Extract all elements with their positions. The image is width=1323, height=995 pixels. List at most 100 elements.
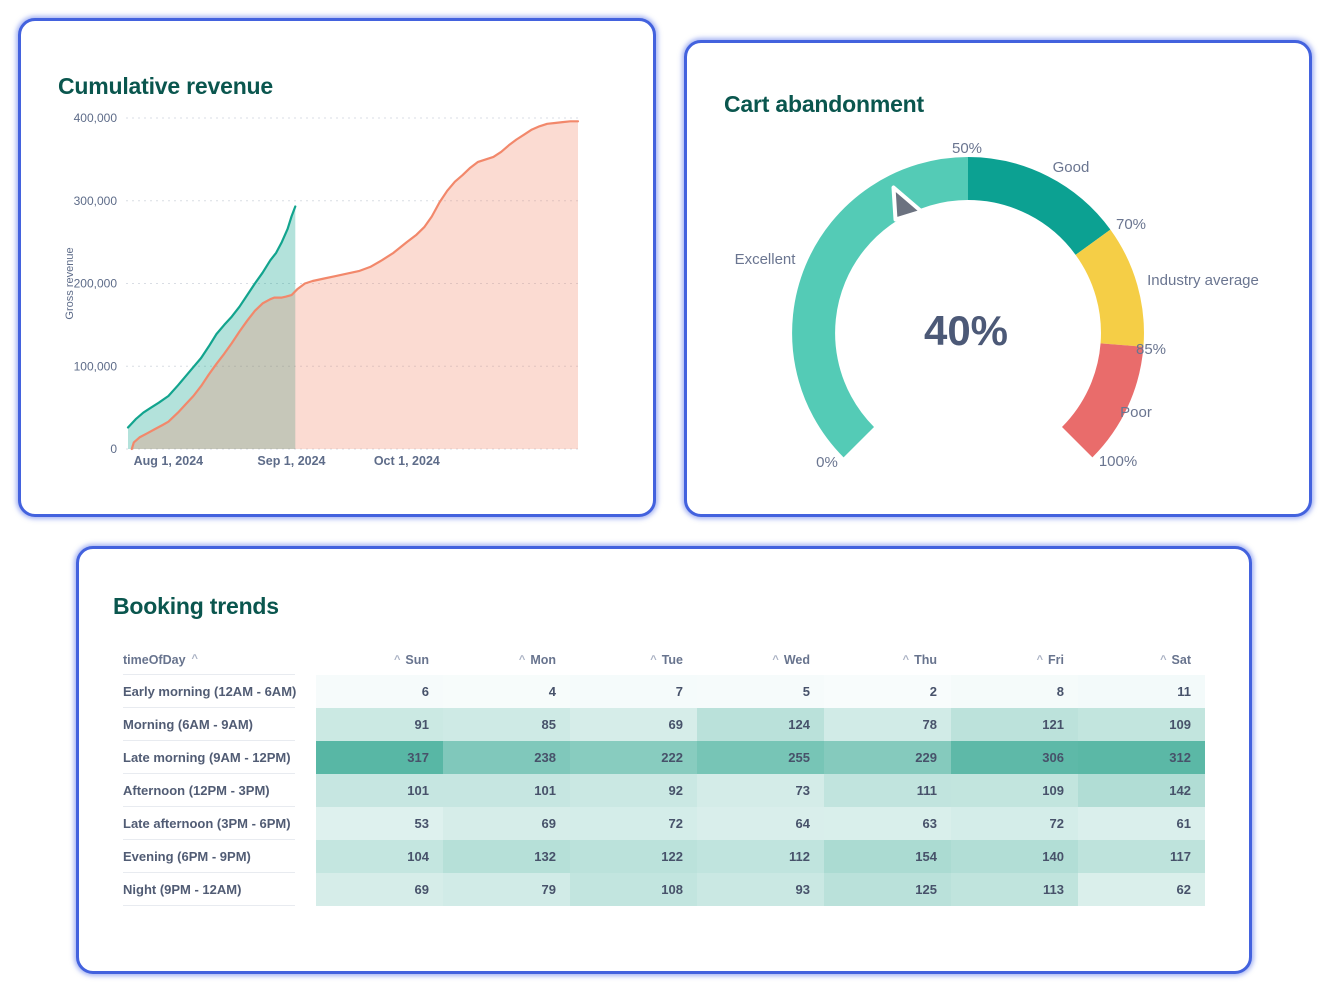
y-axis-tick-label: 300,000: [74, 194, 118, 208]
heatmap-cell: 229: [824, 741, 951, 774]
column-header-timeofday[interactable]: timeOfDay ^: [123, 645, 295, 675]
column-header-label: Fri: [1048, 653, 1064, 667]
gauge-segment-label: Good: [1053, 159, 1090, 176]
cumulative-revenue-title: Cumulative revenue: [58, 73, 273, 99]
gauge-segment-label: Poor: [1120, 404, 1152, 421]
sort-caret-icon: ^: [1160, 653, 1167, 666]
gauge-tick-label: 70%: [1116, 216, 1146, 233]
row-label: Evening (6PM - 9PM): [123, 840, 295, 873]
x-axis-tick-label: Sep 1, 2024: [257, 454, 325, 468]
row-label: Late morning (9AM - 12PM): [123, 741, 295, 774]
column-gap: [295, 807, 316, 840]
column-gap: [295, 645, 316, 675]
gauge-needle-icon: [891, 185, 924, 222]
heatmap-cell: 104: [316, 840, 443, 873]
x-axis-tick-label: Aug 1, 2024: [134, 454, 204, 468]
y-axis-tick-label: 100,000: [74, 359, 118, 373]
heatmap-cell: 62: [1078, 873, 1205, 906]
row-label: Late afternoon (3PM - 6PM): [123, 807, 295, 840]
heatmap-cell: 63: [824, 807, 951, 840]
column-header-sun[interactable]: ^ Sun: [316, 645, 443, 675]
row-label: Afternoon (12PM - 3PM): [123, 774, 295, 807]
table-row: Morning (6AM - 9AM) 91 85 69 124 78 121 109: [123, 708, 1205, 741]
column-gap: [295, 708, 316, 741]
heatmap-cell: 69: [316, 873, 443, 906]
gauge-segment-poor: [1061, 342, 1144, 458]
sort-caret-icon: ^: [650, 653, 657, 666]
x-axis-tick-label: Oct 1, 2024: [374, 454, 440, 468]
cumulative-revenue-chart: 0 100,000 200,000 300,000 400,000 Gross reven…: [64, 111, 580, 468]
column-header-label: Mon: [530, 653, 556, 667]
heatmap-cell: 85: [443, 708, 570, 741]
heatmap-cell: 122: [570, 840, 697, 873]
heatmap-cell: 7: [570, 675, 697, 708]
heatmap-cell: 117: [1078, 840, 1205, 873]
gauge-tick-label: 50%: [952, 140, 982, 157]
column-header-wed[interactable]: ^ Wed: [697, 645, 824, 675]
table-row: Afternoon (12PM - 3PM) 101 101 92 73 111 109 14…: [123, 774, 1205, 807]
y-axis-tick-label: 200,000: [74, 277, 118, 291]
heatmap-cell: 132: [443, 840, 570, 873]
y-axis-tick-label: 0: [110, 442, 117, 456]
heatmap-cell: 112: [697, 840, 824, 873]
column-gap: [295, 774, 316, 807]
area-series-1-line: [126, 205, 297, 429]
column-header-sat[interactable]: ^ Sat: [1078, 645, 1205, 675]
column-header-label: Thu: [914, 653, 937, 667]
heatmap-cell: 142: [1078, 774, 1205, 807]
heatmap-cell: 121: [951, 708, 1078, 741]
heatmap-cell: 79: [443, 873, 570, 906]
heatmap-cell: 154: [824, 840, 951, 873]
column-header-mon[interactable]: ^ Mon: [443, 645, 570, 675]
heatmap-cell: 109: [951, 774, 1078, 807]
sort-caret-icon: ^: [1036, 653, 1044, 666]
area-series-2-fill: [131, 121, 579, 450]
table-row: Evening (6PM - 9PM) 104 132 122 112 154 140 117: [123, 840, 1205, 873]
heatmap-cell: 109: [1078, 708, 1205, 741]
heatmap-cell: 91: [316, 708, 443, 741]
heatmap-cell: 101: [316, 774, 443, 807]
heatmap-cell: 53: [316, 807, 443, 840]
sort-caret-icon: ^: [393, 653, 401, 666]
y-axis-title: Gross revenue: [64, 247, 76, 319]
heatmap-cell: 72: [570, 807, 697, 840]
heatmap-cell: 93: [697, 873, 824, 906]
column-header-label: Wed: [783, 653, 810, 667]
heatmap-cell: 69: [443, 807, 570, 840]
table-row: Late afternoon (3PM - 6PM) 53 69 72 64 63 72 61: [123, 807, 1205, 840]
heatmap-cell: 111: [824, 774, 951, 807]
column-header-label: Sun: [405, 653, 429, 667]
booking-trends-card: Booking trends timeOfDay ^ ^ Sun ^ Mon ^ Tue ^ We…: [76, 546, 1252, 974]
column-header-label: timeOfDay: [123, 652, 186, 667]
y-axis-tick-label: 400,000: [74, 111, 118, 125]
gauge-tick-label: 100%: [1099, 453, 1137, 470]
column-header-thu[interactable]: ^ Thu: [824, 645, 951, 675]
heatmap-cell: 306: [951, 741, 1078, 774]
heatmap-cell: 6: [316, 675, 443, 708]
heatmap-cell: 113: [951, 873, 1078, 906]
column-header-tue[interactable]: ^ Tue: [570, 645, 697, 675]
heatmap-cell: 5: [697, 675, 824, 708]
heatmap-cell: 255: [697, 741, 824, 774]
gauge-value: 40%: [924, 307, 1008, 354]
column-gap: [295, 675, 316, 708]
heatmap-cell: 73: [697, 774, 824, 807]
column-header-fri[interactable]: ^ Fri: [951, 645, 1078, 675]
heatmap-cell: 101: [443, 774, 570, 807]
heatmap-cell: 8: [951, 675, 1078, 708]
heatmap-cell: 2: [824, 675, 951, 708]
gauge-segment-label: Industry average: [1147, 272, 1259, 289]
heatmap-cell: 222: [570, 741, 697, 774]
row-label: Night (9PM - 12AM): [123, 873, 295, 906]
heatmap-cell: 78: [824, 708, 951, 741]
heatmap-cell: 61: [1078, 807, 1205, 840]
area-series-2-line: [130, 120, 580, 451]
sort-caret-icon: ^: [191, 653, 198, 665]
row-label: Early morning (12AM - 6AM): [123, 675, 296, 708]
heatmap-cell: 64: [697, 807, 824, 840]
table-row: Late morning (9AM - 12PM) 317 238 222 255 229…: [123, 741, 1205, 774]
column-header-label: Sat: [1171, 653, 1191, 667]
booking-trends-title: Booking trends: [113, 593, 279, 619]
row-label: Morning (6AM - 9AM): [123, 708, 295, 741]
cart-abandonment-gauge: 0% 50% 70% 85% 100% Excellent Good Industry ave…: [735, 140, 1259, 471]
